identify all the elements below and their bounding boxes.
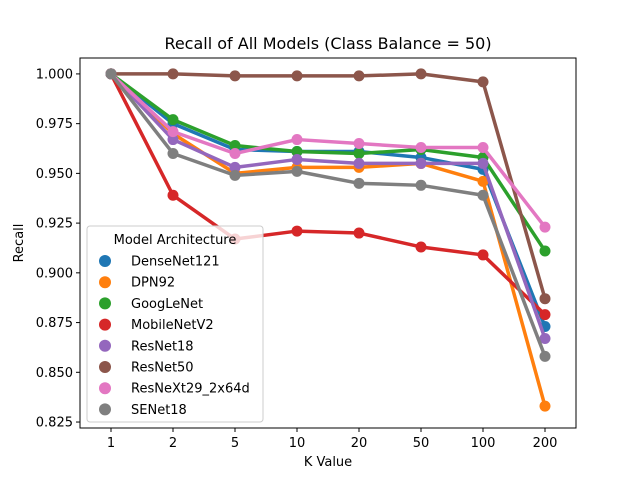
data-point: [291, 134, 303, 146]
data-point: [353, 177, 365, 189]
x-tick-label: 2: [169, 436, 177, 451]
data-point: [291, 145, 303, 157]
legend-marker: [99, 361, 111, 373]
y-axis: 0.825 0.850 0.875 0.900 0.925 0.950 0.975 1.000: [36, 67, 80, 431]
series-resnet18: [105, 68, 551, 344]
x-tick-label: 20: [351, 436, 368, 451]
y-tick-label: 0.850: [36, 366, 73, 381]
data-point: [477, 175, 489, 187]
legend-marker: [99, 297, 111, 310]
legend-title: Model Architecture: [114, 233, 237, 248]
data-point: [229, 140, 241, 152]
y-tick-label: 0.875: [36, 316, 73, 331]
data-point: [291, 165, 303, 177]
data-point: [539, 350, 551, 362]
legend-label: GoogLeNet: [131, 297, 203, 312]
data-point: [539, 400, 551, 412]
series-senet18: [105, 68, 551, 362]
y-tick-label: 0.950: [36, 167, 73, 182]
data-point: [353, 157, 365, 169]
series-line: [109, 72, 547, 358]
data-point: [229, 161, 241, 173]
data-point: [291, 225, 303, 237]
data-point: [167, 126, 179, 138]
data-point: [167, 114, 179, 126]
data-point: [167, 68, 179, 80]
data-point: [353, 227, 365, 239]
data-point: [477, 189, 489, 201]
data-point: [415, 179, 427, 191]
data-point: [229, 147, 241, 159]
x-tick-label: 1: [107, 436, 115, 451]
data-point: [291, 153, 303, 165]
legend-frame: [86, 225, 264, 423]
data-point: [167, 147, 179, 159]
series-line: [111, 72, 547, 300]
legend-label: MobileNetV2: [131, 318, 214, 333]
plot-frame: [79, 57, 577, 429]
legend-label: ResNet18: [131, 339, 194, 354]
legend-marker: [99, 276, 111, 289]
series-line: [109, 72, 547, 229]
data-point: [477, 157, 489, 169]
series-line: [109, 72, 547, 407]
y-tick-label: 0.975: [36, 117, 73, 132]
data-point: [229, 70, 241, 82]
data-point: [477, 76, 489, 88]
data-point: [539, 332, 551, 344]
y-tick-label: 0.825: [36, 416, 73, 431]
data-point: [477, 249, 489, 261]
legend-label: ResNeXt29_2x64d: [131, 382, 250, 397]
x-tick-label: 10: [289, 436, 306, 451]
data-point: [477, 142, 489, 154]
series-line: [109, 73, 547, 316]
y-tick-label: 1.000: [36, 67, 73, 82]
data-point: [167, 134, 179, 146]
x-tick-label: 100: [471, 436, 496, 451]
data-point: [353, 138, 365, 150]
data-point: [415, 157, 427, 169]
plot-area: [105, 68, 551, 412]
data-point: [167, 189, 179, 201]
y-tick-label: 0.900: [36, 266, 73, 281]
y-axis-label: Recall: [12, 224, 27, 263]
series-line: [109, 72, 547, 252]
legend-marker: [99, 382, 111, 395]
y-tick-label: 0.925: [36, 217, 73, 232]
x-tick-label: 50: [413, 436, 430, 451]
data-point: [415, 241, 427, 253]
data-point: [353, 70, 365, 82]
data-point: [415, 142, 427, 154]
data-point: [291, 70, 303, 82]
legend-marker: [99, 339, 111, 352]
legend-label: ResNet50: [131, 361, 194, 376]
data-point: [539, 245, 551, 257]
data-point: [229, 169, 241, 181]
x-tick-label: 200: [533, 436, 558, 451]
x-axis-label: K Value: [304, 455, 352, 470]
data-point: [539, 309, 551, 321]
chart-title: Recall of All Models (Class Balance = 50…: [164, 34, 491, 53]
data-point: [105, 68, 117, 80]
legend-label: SENet18: [131, 403, 187, 418]
legend-label: DenseNet121: [131, 255, 220, 270]
x-axis: 1 2 5 10 20 50 100 200: [107, 428, 558, 451]
data-point: [539, 221, 551, 233]
x-tick-label: 5: [231, 436, 239, 451]
series-line: [109, 72, 547, 340]
data-point: [539, 293, 551, 305]
legend-marker: [99, 255, 111, 267]
legend-label: DPN92: [131, 276, 175, 291]
data-point: [415, 68, 427, 80]
series-resnet50: [105, 68, 551, 305]
legend-marker: [99, 318, 111, 331]
legend: Model Architecture DenseNet121 DPN92 GoogL…: [86, 225, 264, 423]
legend-marker: [99, 403, 111, 416]
data-point: [353, 147, 365, 159]
